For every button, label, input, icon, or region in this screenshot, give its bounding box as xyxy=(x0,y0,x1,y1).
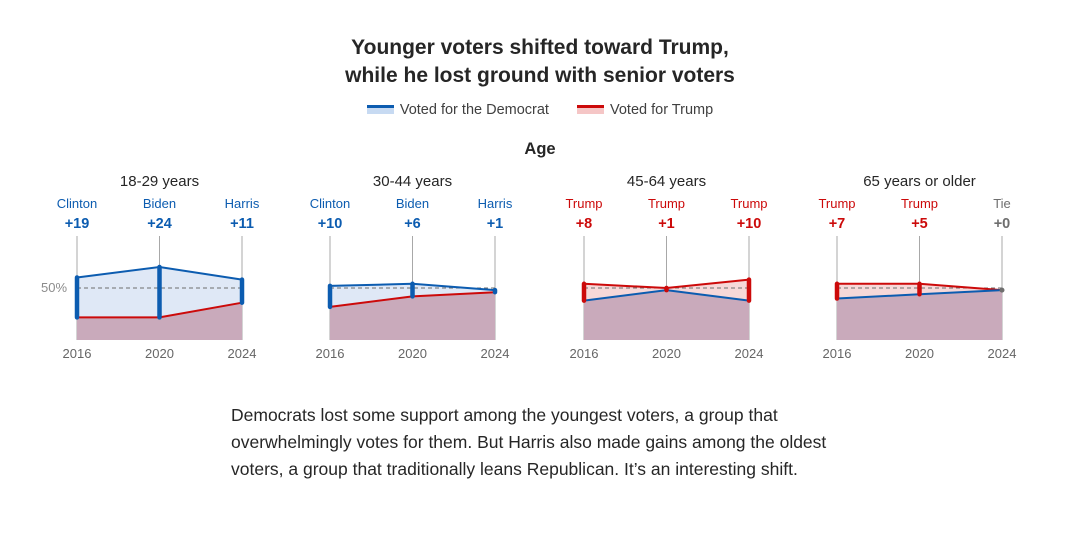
margin-label-1-2: +1 xyxy=(487,216,504,232)
winner-label-2-1: Trump xyxy=(648,196,685,211)
x-tick-label-3-1: 2020 xyxy=(905,346,934,361)
winner-label-0-1: Biden xyxy=(143,196,176,211)
margin-label-1-0: +10 xyxy=(318,216,343,232)
chart-title-line-2: while he lost ground with senior voters xyxy=(345,64,735,87)
legend-swatch-trump xyxy=(576,104,604,114)
margin-label-3-2: +0 xyxy=(994,216,1011,232)
overlap-area-0 xyxy=(77,302,242,340)
chart-title-line-1: Younger voters shifted toward Trump, xyxy=(351,36,729,59)
legend: Voted for the Democrat Voted for Trump xyxy=(0,102,1080,118)
small-multiples-chart: 50% 18-29 years Clinton +19 Biden +24 Harris +1… xyxy=(41,173,1017,361)
winner-label-1-2: Harris xyxy=(478,196,513,211)
x-tick-label-1-1: 2020 xyxy=(398,346,427,361)
winner-label-2-0: Trump xyxy=(565,196,602,211)
legend-swatch-democrat xyxy=(366,104,394,114)
winner-label-3-2: Tie xyxy=(993,196,1011,211)
x-tick-label-0-0: 2016 xyxy=(63,346,92,361)
margin-label-0-0: +19 xyxy=(65,216,90,232)
x-tick-label-3-0: 2016 xyxy=(823,346,852,361)
legend-label-democrat: Voted for the Democrat xyxy=(399,102,549,118)
winner-label-3-1: Trump xyxy=(901,196,938,211)
chart-title: Younger voters shifted toward Trump, whi… xyxy=(0,34,1080,90)
x-tick-label-3-2: 2024 xyxy=(988,346,1017,361)
margin-label-0-2: +11 xyxy=(230,216,254,232)
margin-label-0-1: +24 xyxy=(147,216,172,232)
x-tick-label-0-1: 2020 xyxy=(145,346,174,361)
x-tick-label-2-1: 2020 xyxy=(652,346,681,361)
margin-label-2-1: +1 xyxy=(658,216,675,232)
winner-label-2-2: Trump xyxy=(730,196,767,211)
panel-title-2: 45-64 years xyxy=(627,173,706,190)
caption: Democrats lost some support among the yo… xyxy=(231,405,827,479)
winner-label-1-1: Biden xyxy=(396,196,429,211)
winner-label-3-0: Trump xyxy=(818,196,855,211)
y-reference-label: 50% xyxy=(41,280,67,295)
panel-title-1: 30-44 years xyxy=(373,173,452,190)
margin-label-3-1: +5 xyxy=(911,216,928,232)
legend-item-democrat: Voted for the Democrat xyxy=(366,102,549,118)
legend-label-trump: Voted for Trump xyxy=(609,102,714,118)
x-tick-label-1-0: 2016 xyxy=(316,346,345,361)
overlap-area-3 xyxy=(837,290,1002,340)
panel-title-3: 65 years or older xyxy=(863,173,976,190)
x-tick-label-0-2: 2024 xyxy=(228,346,257,361)
margin-label-1-1: +6 xyxy=(404,216,421,232)
winner-label-0-2: Harris xyxy=(225,196,260,211)
winner-label-0-0: Clinton xyxy=(57,196,97,211)
overlap-area-1 xyxy=(330,292,495,340)
x-tick-label-1-2: 2024 xyxy=(481,346,510,361)
margin-marker-3-2 xyxy=(999,287,1005,293)
margin-label-3-0: +7 xyxy=(829,216,846,232)
margin-label-2-2: +10 xyxy=(737,216,762,232)
margin-label-2-0: +8 xyxy=(576,216,593,232)
x-tick-label-2-2: 2024 xyxy=(735,346,764,361)
group-label: Age xyxy=(524,140,556,158)
panel-title-0: 18-29 years xyxy=(120,173,199,190)
legend-item-trump: Voted for Trump xyxy=(576,102,714,118)
x-tick-label-2-0: 2016 xyxy=(570,346,599,361)
overlap-area-2 xyxy=(584,290,749,340)
winner-label-1-0: Clinton xyxy=(310,196,350,211)
